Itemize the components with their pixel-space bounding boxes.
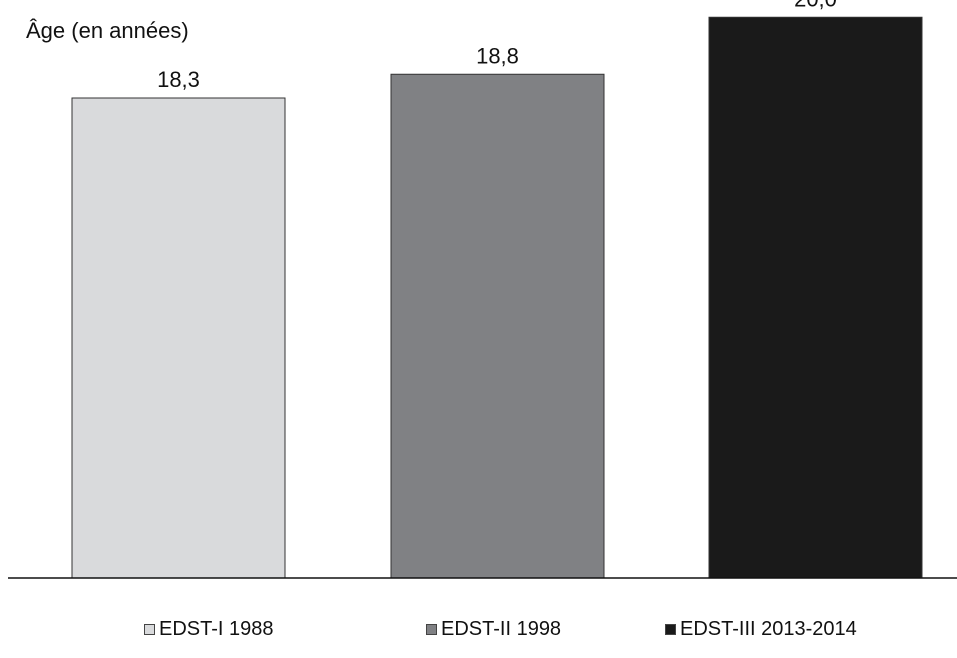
legend-swatch-edst-i <box>144 624 155 635</box>
bar-edst-iii <box>708 16 923 579</box>
legend-swatch-edst-ii <box>426 624 437 635</box>
legend-swatch-edst-iii <box>665 624 676 635</box>
data-label-edst-i: 18,3 <box>157 67 200 92</box>
legend-item-edst-ii: EDST-II 1998 <box>426 618 561 641</box>
bar-edst-ii <box>390 73 605 579</box>
legend-item-edst-iii: EDST-III 2013-2014 <box>665 618 857 641</box>
y-axis-label: Âge (en années) <box>26 18 189 43</box>
legend-label-edst-i: EDST-I 1988 <box>159 618 274 640</box>
bar-edst-i <box>71 97 286 579</box>
data-label-edst-iii: 20,0 <box>794 0 837 11</box>
legend-item-edst-i: EDST-I 1988 <box>144 618 274 641</box>
legend: EDST-I 1988 EDST-II 1998 EDST-III 2013-2… <box>0 618 957 646</box>
data-label-edst-ii: 18,8 <box>476 43 519 68</box>
legend-label-edst-iii: EDST-III 2013-2014 <box>680 618 857 640</box>
legend-label-edst-ii: EDST-II 1998 <box>441 618 562 640</box>
